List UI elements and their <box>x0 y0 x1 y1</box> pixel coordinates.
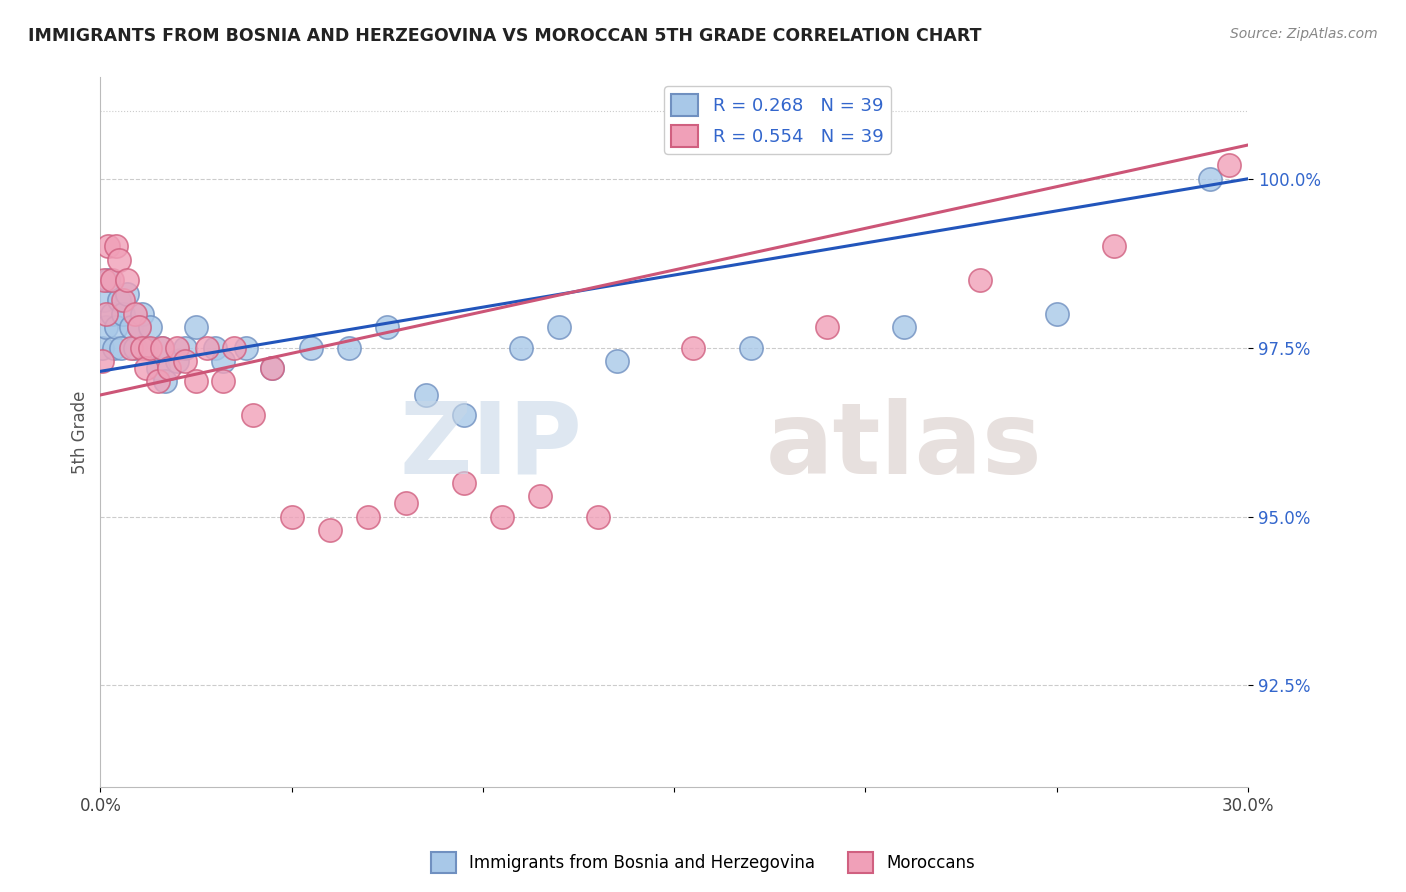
Point <box>184 320 207 334</box>
Point <box>586 509 609 524</box>
Point <box>101 307 124 321</box>
Point <box>682 341 704 355</box>
Point <box>91 341 114 355</box>
Point <box>529 489 551 503</box>
Point <box>110 341 132 355</box>
Point <box>453 409 475 423</box>
Y-axis label: 5th Grade: 5th Grade <box>72 391 89 474</box>
Point <box>491 509 513 524</box>
Point <box>94 307 117 321</box>
Point <box>150 341 173 355</box>
Point <box>453 475 475 490</box>
Point <box>235 341 257 355</box>
Point <box>93 273 115 287</box>
Point <box>510 341 533 355</box>
Point <box>166 354 188 368</box>
Point <box>115 286 138 301</box>
Point <box>197 341 219 355</box>
Point <box>242 409 264 423</box>
Point <box>357 509 380 524</box>
Point <box>112 293 135 308</box>
Point <box>120 341 142 355</box>
Point <box>146 361 169 376</box>
Point <box>969 273 991 287</box>
Point <box>375 320 398 334</box>
Legend: R = 0.268   N = 39, R = 0.554   N = 39: R = 0.268 N = 39, R = 0.554 N = 39 <box>664 87 891 154</box>
Point <box>103 341 125 355</box>
Point <box>224 341 246 355</box>
Point <box>157 361 180 376</box>
Point <box>211 354 233 368</box>
Point <box>128 320 150 334</box>
Point <box>280 509 302 524</box>
Text: ZIP: ZIP <box>399 398 582 495</box>
Point <box>740 341 762 355</box>
Point <box>120 320 142 334</box>
Text: atlas: atlas <box>766 398 1043 495</box>
Point <box>91 354 114 368</box>
Point <box>97 239 120 253</box>
Point <box>606 354 628 368</box>
Point <box>262 361 284 376</box>
Point <box>104 239 127 253</box>
Point <box>115 273 138 287</box>
Point <box>173 354 195 368</box>
Point <box>131 341 153 355</box>
Point <box>146 375 169 389</box>
Point <box>1102 239 1125 253</box>
Point <box>93 293 115 308</box>
Point <box>135 361 157 376</box>
Point <box>415 388 437 402</box>
Point <box>124 307 146 321</box>
Text: IMMIGRANTS FROM BOSNIA AND HERZEGOVINA VS MOROCCAN 5TH GRADE CORRELATION CHART: IMMIGRANTS FROM BOSNIA AND HERZEGOVINA V… <box>28 27 981 45</box>
Point <box>815 320 838 334</box>
Point <box>262 361 284 376</box>
Point <box>1046 307 1069 321</box>
Point <box>166 341 188 355</box>
Point <box>337 341 360 355</box>
Point <box>211 375 233 389</box>
Point <box>94 320 117 334</box>
Point <box>139 320 162 334</box>
Point <box>108 252 131 267</box>
Point <box>128 320 150 334</box>
Point <box>135 341 157 355</box>
Point <box>150 341 173 355</box>
Point <box>97 273 120 287</box>
Point <box>101 273 124 287</box>
Point <box>108 293 131 308</box>
Text: Source: ZipAtlas.com: Source: ZipAtlas.com <box>1230 27 1378 41</box>
Point <box>204 341 226 355</box>
Point <box>173 341 195 355</box>
Point <box>112 307 135 321</box>
Point <box>104 320 127 334</box>
Point <box>319 523 342 537</box>
Point <box>184 375 207 389</box>
Point <box>299 341 322 355</box>
Point <box>139 341 162 355</box>
Point <box>155 375 177 389</box>
Point <box>131 307 153 321</box>
Point <box>893 320 915 334</box>
Point <box>124 341 146 355</box>
Point <box>1198 171 1220 186</box>
Point <box>1218 158 1240 172</box>
Point <box>548 320 571 334</box>
Legend: Immigrants from Bosnia and Herzegovina, Moroccans: Immigrants from Bosnia and Herzegovina, … <box>425 846 981 880</box>
Point <box>395 496 418 510</box>
